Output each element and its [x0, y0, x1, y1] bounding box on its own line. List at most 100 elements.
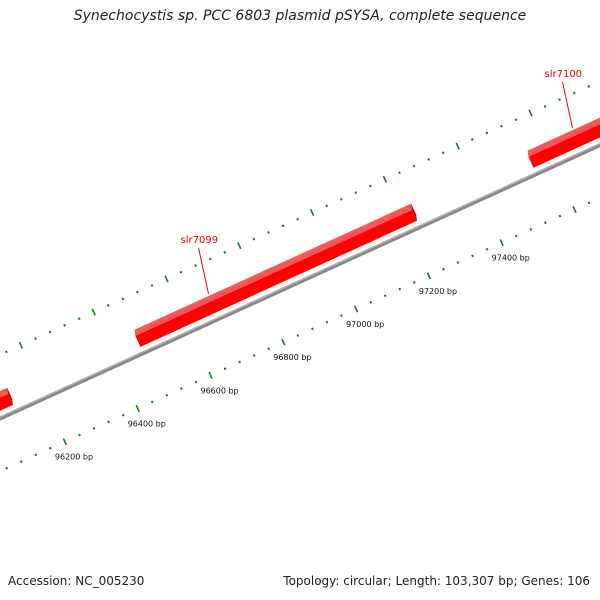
- outer-scale-tick: [398, 171, 401, 175]
- inner-scale-tick: [48, 446, 52, 450]
- gene-block-top: [0, 387, 9, 398]
- inner-scale-tick: [252, 354, 256, 357]
- outer-scale-tick: [441, 151, 445, 155]
- gene-block-top: [134, 203, 413, 336]
- tick-label: 97000 bp: [346, 320, 384, 329]
- inner-scale-tick: [194, 380, 198, 384]
- inner-scale-tick: [325, 320, 329, 324]
- outer-scale-tick: [528, 109, 533, 117]
- inner-scale-tick: [412, 281, 416, 284]
- outer-scale-tick: [77, 317, 81, 321]
- inner-scale-tick: [426, 272, 432, 280]
- tick-label: 97400 bp: [492, 254, 530, 263]
- outer-scale-tick: [106, 303, 110, 307]
- sequence-backbone-highlight: [0, 143, 600, 418]
- tick-label: 96400 bp: [128, 420, 166, 429]
- outer-scale-tick: [543, 104, 547, 108]
- outer-scale-tick: [587, 85, 591, 88]
- outer-scale-tick: [309, 209, 315, 217]
- outer-scale-tick: [382, 175, 388, 183]
- inner-scale-tick: [150, 400, 154, 404]
- gene-block-top: [527, 117, 600, 157]
- outer-scale-tick: [34, 337, 37, 341]
- inner-scale-tick: [34, 453, 38, 457]
- outer-scale-tick: [194, 264, 198, 268]
- outer-scale-tick: [514, 118, 518, 122]
- outer-scale-tick: [164, 275, 169, 283]
- outer-scale-tick: [558, 98, 562, 102]
- inner-scale-tick: [238, 360, 241, 364]
- gene-label: slr7099: [181, 235, 219, 246]
- outer-scale-tick: [267, 231, 270, 234]
- inner-scale-tick: [281, 338, 286, 346]
- outer-scale-tick: [237, 242, 242, 250]
- outer-scale-tick: [325, 204, 329, 208]
- inner-scale-tick: [165, 393, 169, 397]
- outer-scale-tick: [223, 250, 227, 254]
- inner-scale-tick: [442, 267, 445, 271]
- inner-scale-tick: [311, 327, 314, 331]
- inner-scale-tick: [353, 305, 359, 313]
- inner-scale-tick: [267, 347, 271, 351]
- outer-scale-tick: [252, 237, 256, 241]
- inner-scale-tick: [19, 460, 23, 463]
- inner-scale-tick: [62, 438, 68, 446]
- outer-scale-tick: [208, 257, 212, 261]
- gene-block-end: [411, 203, 418, 221]
- inner-scale-tick: [471, 254, 474, 258]
- outer-scale-tick: [121, 297, 125, 301]
- gene-label: slr7100: [545, 69, 583, 80]
- inner-scale-tick: [223, 367, 227, 371]
- outer-scale-tick: [485, 131, 489, 135]
- outer-scale-tick: [500, 124, 503, 128]
- inner-scale-tick: [456, 261, 460, 264]
- outer-scale-tick: [91, 308, 96, 316]
- outer-scale-tick: [63, 323, 66, 327]
- sequence-backbone: [0, 142, 600, 421]
- outer-scale-tick: [281, 224, 285, 228]
- inner-scale-tick: [78, 433, 81, 437]
- sequence-summary: Topology: circular; Length: 103,307 bp; …: [283, 574, 590, 588]
- inner-scale-tick: [398, 287, 402, 291]
- outer-scale-tick: [455, 142, 460, 150]
- inner-scale-tick: [296, 334, 300, 337]
- tick-label: 96800 bp: [273, 353, 311, 362]
- tick-label: 96600 bp: [200, 386, 238, 395]
- outer-scale-tick: [369, 184, 372, 188]
- inner-scale-tick: [558, 214, 562, 218]
- gene-block: [528, 124, 600, 168]
- outer-scale-tick: [412, 164, 416, 168]
- map-title: Synechocystis sp. PCC 6803 plasmid pSYSA…: [73, 8, 527, 24]
- gene-block-end: [7, 387, 13, 405]
- outer-scale-tick: [179, 270, 183, 274]
- outer-scale-tick: [136, 290, 139, 294]
- inner-scale-tick: [572, 205, 577, 213]
- inner-scale-tick: [92, 426, 96, 430]
- outer-scale-tick: [48, 330, 52, 334]
- outer-scale-tick: [354, 191, 358, 195]
- gene-label-leader: [198, 247, 210, 294]
- tick-label: 97200 bp: [419, 287, 457, 296]
- outer-scale-tick: [427, 158, 430, 161]
- inner-scale-tick: [121, 413, 125, 417]
- inner-scale-tick: [180, 387, 183, 391]
- tick-label: 96200 bp: [55, 453, 93, 462]
- inner-scale-tick: [383, 294, 387, 298]
- outer-scale-tick: [18, 341, 24, 349]
- inner-scale-tick: [514, 234, 518, 238]
- outer-scale-tick: [339, 197, 343, 201]
- inner-scale-tick: [135, 404, 140, 413]
- inner-scale-tick: [369, 300, 373, 304]
- outer-scale-tick: [5, 350, 8, 354]
- inner-scale-tick: [587, 201, 591, 205]
- inner-scale-tick: [5, 466, 9, 470]
- inner-scale-tick: [499, 239, 504, 247]
- outer-scale-tick: [572, 91, 576, 95]
- inner-scale-tick: [208, 371, 213, 379]
- outer-scale-tick: [470, 138, 474, 141]
- gene-label-leader: [562, 81, 573, 129]
- inner-scale-tick: [107, 420, 110, 424]
- outer-scale-tick: [296, 217, 299, 221]
- outer-scale-tick: [150, 284, 154, 287]
